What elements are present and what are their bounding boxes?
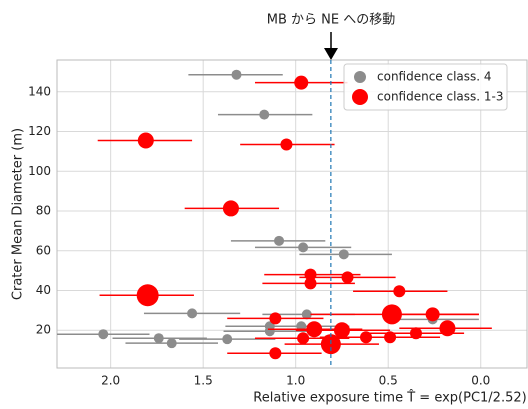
point xyxy=(393,285,406,298)
x-tick-label: 1.0 xyxy=(286,374,305,388)
point xyxy=(231,69,242,80)
x-tick-label: 1.5 xyxy=(194,374,213,388)
annotation: MB から NE への移動 xyxy=(267,13,395,28)
point xyxy=(269,312,282,325)
point xyxy=(264,326,275,337)
point xyxy=(333,322,350,339)
point xyxy=(439,320,456,337)
point xyxy=(259,109,270,120)
point xyxy=(98,329,109,340)
legend-label: confidence class. 4 xyxy=(377,70,492,84)
x-tick-label: 0.5 xyxy=(379,374,398,388)
point xyxy=(297,332,310,345)
plot-frame xyxy=(56,59,528,369)
point xyxy=(341,271,354,284)
y-tick-label: 80 xyxy=(36,204,51,218)
annotation-arrowhead xyxy=(324,48,338,60)
point xyxy=(222,200,239,217)
point xyxy=(304,268,317,281)
y-tick-label: 120 xyxy=(28,124,51,138)
y-tick-label: 40 xyxy=(36,283,51,297)
point xyxy=(381,304,402,325)
point xyxy=(137,132,154,149)
point xyxy=(301,309,312,320)
point xyxy=(320,334,341,355)
y-tick-label: 60 xyxy=(36,243,51,257)
point xyxy=(294,75,309,90)
point xyxy=(360,331,373,344)
legend-marker xyxy=(354,71,366,83)
y-axis-label: Crater Mean Diameter (m) xyxy=(11,128,26,300)
x-tick-label: 0.0 xyxy=(471,374,490,388)
point xyxy=(222,334,233,345)
point xyxy=(384,331,397,344)
point xyxy=(298,242,309,253)
point xyxy=(304,277,317,290)
y-tick-label: 20 xyxy=(36,323,51,337)
point xyxy=(166,338,177,349)
y-tick-label: 140 xyxy=(28,84,51,98)
point xyxy=(269,347,282,360)
point xyxy=(338,249,349,260)
point xyxy=(136,284,159,307)
x-tick-label: 2.0 xyxy=(101,374,120,388)
legend-marker xyxy=(352,89,368,105)
legend-label: confidence class. 1-3 xyxy=(377,90,504,104)
y-tick-label: 100 xyxy=(28,164,51,178)
point xyxy=(187,308,198,319)
point xyxy=(280,138,293,151)
point xyxy=(153,333,164,344)
legend-box xyxy=(343,63,508,111)
point xyxy=(306,321,323,338)
point xyxy=(409,327,422,340)
plot-area xyxy=(57,69,492,360)
x-axis-label: Relative exposure time T̂ = exp(PC1/2.52… xyxy=(253,390,526,405)
point xyxy=(425,307,440,322)
point xyxy=(274,235,285,246)
